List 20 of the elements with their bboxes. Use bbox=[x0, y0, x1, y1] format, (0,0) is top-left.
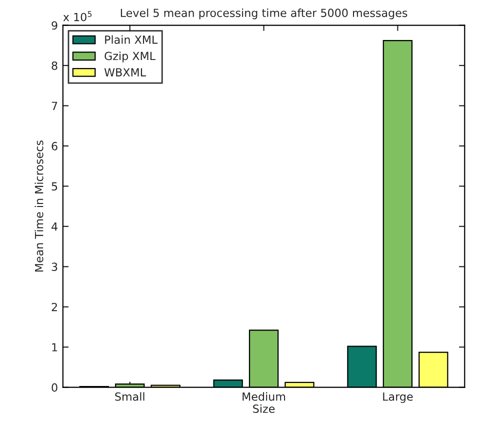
text: x 10$^{5}$ bbox=[63, 11, 92, 22]
y-tick-label: 8 bbox=[52, 61, 58, 70]
legend-label: Gzip XML bbox=[104, 52, 156, 62]
x-tick-label: Medium bbox=[242, 392, 286, 401]
x-tick-label: Large bbox=[383, 392, 413, 403]
y-tick-label: 9 bbox=[52, 21, 58, 30]
y-tick-label: 0 bbox=[52, 383, 58, 392]
y-tick-label: 6 bbox=[52, 142, 58, 150]
y-tick-label: 2 bbox=[52, 302, 57, 312]
legend-label: WBXML bbox=[104, 68, 146, 76]
y-tick-label: 3 bbox=[52, 262, 58, 272]
y-tick-label: 7 bbox=[52, 102, 58, 110]
chart-title: Level 5 mean processing time after 5000 messages bbox=[120, 8, 408, 20]
y-axis-title: Mean Time in Microsecs bbox=[34, 140, 44, 272]
y-tick-label: 4 bbox=[52, 222, 58, 231]
y-tick-label: 1 bbox=[52, 343, 58, 352]
legend-label: Plain XML bbox=[105, 35, 158, 44]
x-axis-title: Size bbox=[253, 404, 275, 413]
y-tick-label: 5 bbox=[52, 182, 58, 191]
x-tick-label: Small bbox=[115, 392, 144, 401]
